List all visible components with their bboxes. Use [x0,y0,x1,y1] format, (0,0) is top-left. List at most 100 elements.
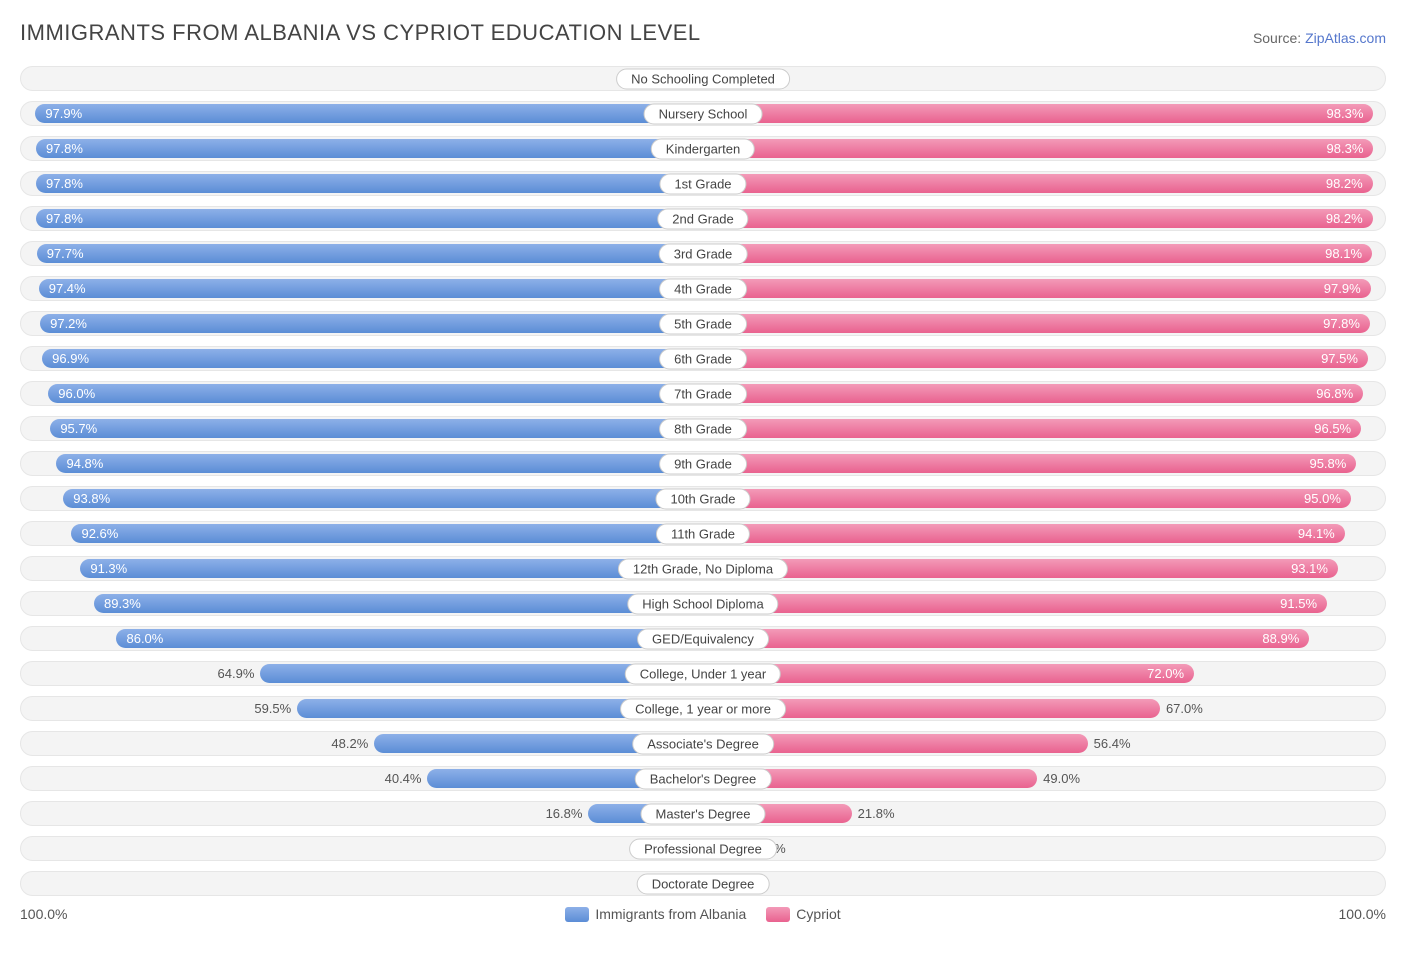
bar-row: 94.8% 95.8% 9th Grade [20,451,1386,476]
left-bar: 97.8% [36,139,703,158]
left-bar-value: 92.6% [71,526,128,541]
source-credit: Source: ZipAtlas.com [1253,30,1386,46]
right-bar-value: 97.9% [1314,281,1371,296]
left-bar-value: 97.8% [36,141,93,156]
legend-item-right: Cypriot [766,906,840,922]
category-label: 1st Grade [659,173,746,194]
right-bar-value: 98.2% [1316,176,1373,191]
right-bar: 98.2% [703,209,1373,228]
bar-row: 48.2%56.4%Associate's Degree [20,731,1386,756]
right-bar-value: 88.9% [1252,631,1309,646]
left-bar-value: 91.3% [80,561,137,576]
category-label: Doctorate Degree [637,873,770,894]
left-bar-value: 48.2% [321,736,374,751]
category-label: Associate's Degree [632,733,774,754]
left-bar: 89.3% [94,594,703,613]
category-label: College, 1 year or more [620,698,786,719]
left-bar-value: 16.8% [536,806,589,821]
right-bar: 95.8% [703,454,1356,473]
right-bar: 96.8% [703,384,1363,403]
source-label: Source: [1253,30,1301,46]
bar-row: 97.8% 98.2%2nd Grade [20,206,1386,231]
right-bar-value: 98.3% [1317,141,1374,156]
right-bar: 94.1% [703,524,1345,543]
category-label: 6th Grade [659,348,747,369]
right-bar-value: 97.8% [1313,316,1370,331]
axis-left-max: 100.0% [20,906,565,922]
left-bar-value: 86.0% [116,631,173,646]
legend: Immigrants from Albania Cypriot [565,906,840,922]
left-bar: 97.8% [36,174,703,193]
bar-row: 97.4%97.9%4th Grade [20,276,1386,301]
left-bar-value: 97.9% [35,106,92,121]
right-bar-value: 72.0% [1137,666,1194,681]
bar-row: 97.2% 97.8% 5th Grade [20,311,1386,336]
left-bar: 97.2% [40,314,703,333]
bar-row: 86.0%88.9%GED/Equivalency [20,626,1386,651]
right-bar: 97.5% [703,349,1368,368]
bar-row: 95.7%96.5%8th Grade [20,416,1386,441]
legend-label-left: Immigrants from Albania [595,906,746,922]
left-bar-value: 96.9% [42,351,99,366]
right-bar: 95.0% [703,489,1351,508]
bar-row: 93.8% 95.0% 10th Grade [20,486,1386,511]
right-bar: 91.5% [703,594,1327,613]
category-label: 5th Grade [659,313,747,334]
right-bar: 98.3% [703,139,1373,158]
chart-title: IMMIGRANTS FROM ALBANIA VS CYPRIOT EDUCA… [20,20,701,46]
left-bar: 92.6% [71,524,703,543]
left-bar-value: 97.7% [37,246,94,261]
right-bar-value: 97.5% [1311,351,1368,366]
bar-row: 96.9% 97.5% 6th Grade [20,346,1386,371]
diverging-bar-chart: 2.2%1.7%No Schooling Completed97.9%98.3%… [20,66,1386,896]
category-label: 11th Grade [656,523,750,544]
left-bar-value: 95.7% [50,421,107,436]
right-bar-value: 91.5% [1270,596,1327,611]
category-label: 2nd Grade [657,208,748,229]
bar-row: 97.8% 98.2% 1st Grade [20,171,1386,196]
right-bar-value: 95.0% [1294,491,1351,506]
left-bar-value: 59.5% [244,701,297,716]
category-label: 3rd Grade [659,243,748,264]
left-bar-value: 40.4% [375,771,428,786]
bar-row: 91.3%93.1%12th Grade, No Diploma [20,556,1386,581]
legend-item-left: Immigrants from Albania [565,906,746,922]
left-bar-value: 93.8% [63,491,120,506]
right-bar: 98.1% [703,244,1372,263]
category-label: Kindergarten [651,138,755,159]
category-label: Bachelor's Degree [635,768,772,789]
bar-row: 16.8% 21.8% Master's Degree [20,801,1386,826]
left-bar: 97.4% [39,279,703,298]
right-bar-value: 93.1% [1281,561,1338,576]
right-bar-value: 21.8% [852,806,905,821]
category-label: Master's Degree [641,803,766,824]
right-bar: 97.8% [703,314,1370,333]
left-bar: 86.0% [116,629,703,648]
right-bar: 98.2% [703,174,1373,193]
axis-right-max: 100.0% [841,906,1386,922]
right-bar-value: 98.3% [1317,106,1374,121]
bar-row: 92.6% 94.1%11th Grade [20,521,1386,546]
left-bar-value: 96.0% [48,386,105,401]
legend-swatch-left [565,907,589,922]
category-label: No Schooling Completed [616,68,790,89]
category-label: High School Diploma [627,593,778,614]
category-label: 10th Grade [655,488,750,509]
left-bar-value: 97.8% [36,211,93,226]
right-bar: 98.3% [703,104,1373,123]
left-bar: 95.7% [50,419,703,438]
right-bar-value: 96.8% [1306,386,1363,401]
right-bar-value: 49.0% [1037,771,1090,786]
category-label: 7th Grade [659,383,747,404]
left-bar: 97.8% [36,209,703,228]
right-bar: 97.9% [703,279,1371,298]
left-bar: 94.8% [56,454,703,473]
right-bar-value: 67.0% [1160,701,1213,716]
left-bar-value: 97.8% [36,176,93,191]
category-label: College, Under 1 year [625,663,781,684]
source-link[interactable]: ZipAtlas.com [1305,30,1386,46]
bar-row: 97.7% 98.1%3rd Grade [20,241,1386,266]
category-label: 9th Grade [659,453,747,474]
right-bar-value: 95.8% [1299,456,1356,471]
left-bar: 91.3% [80,559,703,578]
